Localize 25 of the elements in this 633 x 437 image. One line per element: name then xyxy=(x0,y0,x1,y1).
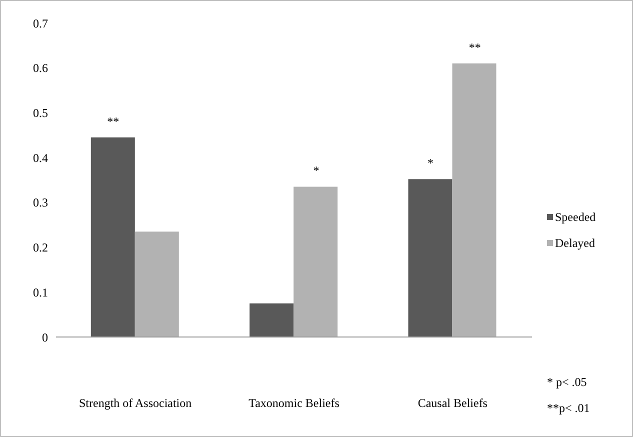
annotation: * xyxy=(427,156,434,170)
y-tick-label: 0 xyxy=(42,330,48,344)
y-tick-label: 0.7 xyxy=(33,16,48,30)
bar xyxy=(408,179,452,337)
bar xyxy=(134,232,179,337)
bar xyxy=(452,63,496,337)
y-tick-label: 0.1 xyxy=(33,285,48,300)
y-tick-label: 0.5 xyxy=(33,106,48,120)
y-tick-label: 0.3 xyxy=(33,196,48,210)
bar xyxy=(90,137,135,337)
x-tick-label: Strength of Association xyxy=(78,396,192,410)
y-tick-label: 0.4 xyxy=(33,150,48,165)
bar xyxy=(294,186,338,337)
annotation: * xyxy=(313,164,320,178)
bar xyxy=(250,303,294,337)
text: * p< .05 xyxy=(547,375,587,389)
y-tick-label: 0.2 xyxy=(33,240,48,255)
annotation: ** xyxy=(468,40,481,54)
text: **p< .01 xyxy=(547,401,590,415)
legend-label: Delayed xyxy=(555,235,595,252)
x-tick-label: Causal Beliefs xyxy=(418,396,488,410)
x-tick-label: Taxonomic Beliefs xyxy=(248,396,340,410)
y-tick-label: 0.6 xyxy=(33,61,48,76)
annotation: ** xyxy=(107,114,120,128)
legend-label: Speeded xyxy=(555,209,596,226)
